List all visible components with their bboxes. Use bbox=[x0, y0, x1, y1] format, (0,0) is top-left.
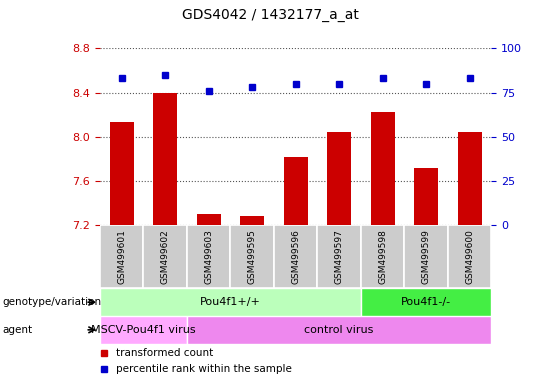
Bar bbox=[284, 157, 308, 225]
Bar bbox=[187, 316, 491, 344]
Bar bbox=[361, 288, 491, 316]
Bar bbox=[318, 225, 361, 288]
Bar bbox=[240, 216, 264, 225]
Bar bbox=[414, 167, 438, 225]
Text: transformed count: transformed count bbox=[116, 348, 213, 358]
Text: GSM499598: GSM499598 bbox=[378, 229, 387, 284]
Text: GSM499600: GSM499600 bbox=[465, 229, 474, 284]
Text: agent: agent bbox=[3, 325, 33, 335]
Text: MSCV-Pou4f1 virus: MSCV-Pou4f1 virus bbox=[91, 325, 195, 335]
Text: GSM499603: GSM499603 bbox=[204, 229, 213, 284]
Bar bbox=[197, 214, 221, 225]
Bar bbox=[187, 225, 231, 288]
Bar bbox=[448, 225, 491, 288]
Text: GSM499599: GSM499599 bbox=[422, 229, 431, 284]
Text: GSM499595: GSM499595 bbox=[248, 229, 256, 284]
Text: GSM499596: GSM499596 bbox=[291, 229, 300, 284]
Text: Pou4f1+/+: Pou4f1+/+ bbox=[200, 297, 261, 307]
Bar bbox=[153, 93, 177, 225]
Bar bbox=[370, 113, 395, 225]
Text: percentile rank within the sample: percentile rank within the sample bbox=[116, 364, 292, 374]
Text: GSM499602: GSM499602 bbox=[161, 229, 170, 284]
Text: GDS4042 / 1432177_a_at: GDS4042 / 1432177_a_at bbox=[181, 8, 359, 22]
Bar bbox=[100, 225, 144, 288]
Text: GSM499597: GSM499597 bbox=[335, 229, 343, 284]
Bar bbox=[100, 288, 361, 316]
Text: GSM499601: GSM499601 bbox=[117, 229, 126, 284]
Bar bbox=[361, 225, 404, 288]
Bar bbox=[404, 225, 448, 288]
Bar bbox=[100, 316, 187, 344]
Bar bbox=[144, 225, 187, 288]
Text: Pou4f1-/-: Pou4f1-/- bbox=[401, 297, 451, 307]
Text: control virus: control virus bbox=[305, 325, 374, 335]
Bar bbox=[231, 225, 274, 288]
Text: genotype/variation: genotype/variation bbox=[3, 297, 102, 307]
Bar bbox=[110, 122, 133, 225]
Bar bbox=[327, 132, 351, 225]
Bar bbox=[274, 225, 318, 288]
Bar bbox=[458, 132, 482, 225]
